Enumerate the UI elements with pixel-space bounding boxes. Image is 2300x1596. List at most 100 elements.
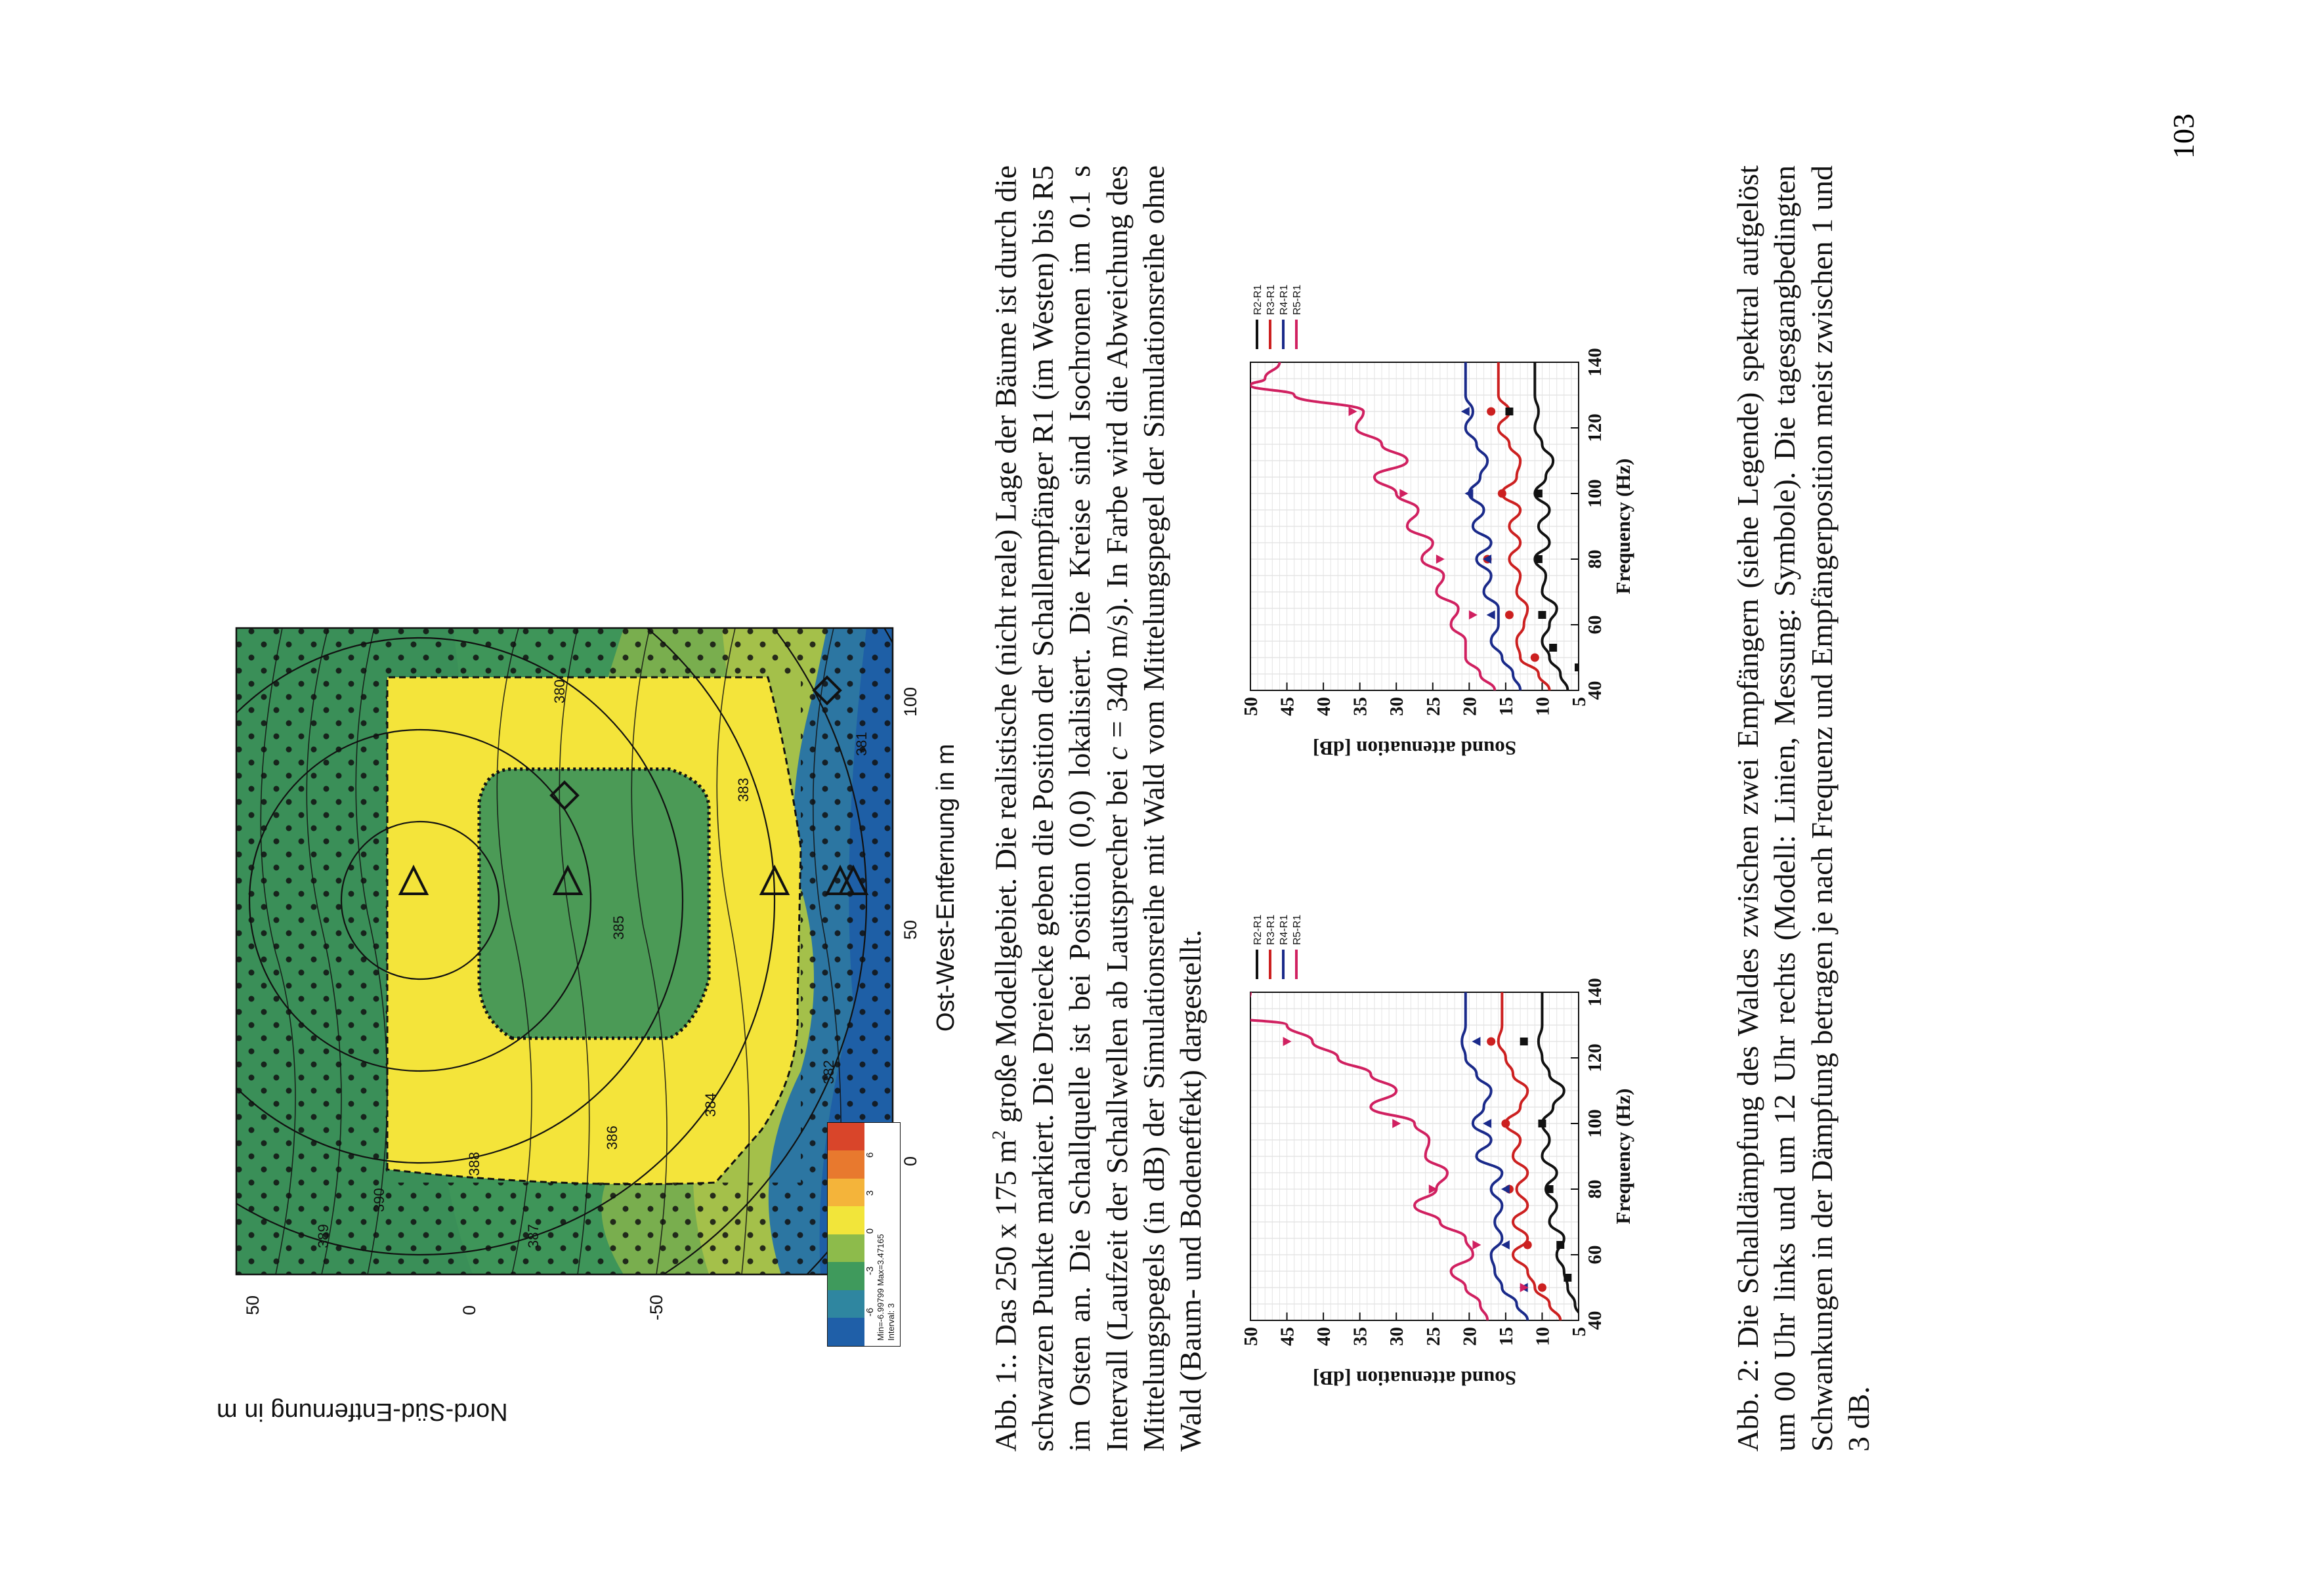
map-x-tick: 100 xyxy=(901,686,920,717)
legend-label: R5-R1 xyxy=(1292,285,1303,315)
y-tick-label: 25 xyxy=(1423,697,1444,716)
measured-square xyxy=(1520,1038,1528,1045)
measured-circle xyxy=(1501,1119,1510,1128)
colorbar-box: -6 -3 0 3 6 Min=-6.99799 Max=3.47165 Int… xyxy=(827,1122,901,1347)
caption1-prefix: Abb. 1:. Das 250 x 175 m xyxy=(989,1139,1023,1452)
x-tick-label: 120 xyxy=(1585,1043,1606,1072)
measured-square xyxy=(1564,1274,1572,1282)
map-x-tick: 0 xyxy=(901,1156,920,1166)
colorbar-tick: 3 xyxy=(864,1190,876,1196)
caption2-text: Abb. 2: Die Schalldämpfung des Waldes zw… xyxy=(1731,165,1876,1452)
x-axis-label: Frequency (Hz) xyxy=(1611,1089,1634,1225)
y-tick-label: 40 xyxy=(1313,697,1334,716)
measured-triangle-down xyxy=(1520,1283,1529,1292)
measured-circle xyxy=(1530,653,1539,662)
x-axis-label: Frequency (Hz) xyxy=(1611,459,1634,595)
y-tick-label: 40 xyxy=(1313,1327,1334,1346)
legend: R2-R1 R3-R1 R4-R1 R5-R1 xyxy=(1252,915,1303,979)
contour-label: 382 xyxy=(820,1060,837,1084)
series-group xyxy=(1250,992,1579,1320)
y-tick-label: 50 xyxy=(1241,697,1262,716)
model-area-map: 390 388 386 384 382 385 383 381 380 387 … xyxy=(171,585,1103,1347)
x-tick-label: 80 xyxy=(1585,1180,1606,1199)
caption1-superscript: 2 xyxy=(989,1130,1010,1140)
colorbar-swatch xyxy=(828,1290,864,1318)
measured-square xyxy=(1575,663,1579,671)
contour-lines xyxy=(260,628,842,1274)
measured-triangle-down xyxy=(1472,1240,1481,1250)
colorbar-swatch xyxy=(828,1234,864,1263)
measured-square xyxy=(1556,1241,1565,1249)
measured-circle xyxy=(1504,610,1514,620)
map-y-tick: 50 xyxy=(243,1295,263,1315)
measured-triangle xyxy=(1483,555,1492,564)
measured-triangle-down xyxy=(1283,1037,1292,1046)
colorbar-tick: -6 xyxy=(864,1307,876,1317)
y-tick-label: 5 xyxy=(1569,697,1590,707)
measured-triangle xyxy=(1486,610,1495,620)
colorbar-tick: 0 xyxy=(864,1228,876,1234)
contour-label: 384 xyxy=(702,1093,719,1117)
contour-label-group: 390 388 386 384 382 385 383 381 380 387 … xyxy=(315,679,870,1248)
measured-square xyxy=(1545,1185,1554,1193)
x-tick-label: 100 xyxy=(1585,1109,1606,1138)
map-y-tick: -50 xyxy=(647,1294,666,1320)
colorbar-tick: 6 xyxy=(864,1152,876,1158)
contour-label: 385 xyxy=(610,915,627,940)
measured-square xyxy=(1538,611,1546,619)
map-y-tick: 0 xyxy=(459,1305,479,1315)
legend-label: R2-R1 xyxy=(1252,285,1264,315)
colorbar-swatch xyxy=(828,1318,864,1346)
measured-triangle-down xyxy=(1392,1119,1401,1128)
y-tick-label: 45 xyxy=(1277,1327,1298,1346)
measured-circle xyxy=(1487,1037,1496,1046)
y-axis-label: Sound attenuation [dB] xyxy=(1313,737,1516,760)
y-tick-label: 15 xyxy=(1496,1327,1517,1346)
legend-label: R5-R1 xyxy=(1292,915,1303,945)
legend-label: R3-R1 xyxy=(1266,285,1277,315)
x-tick-label: 80 xyxy=(1585,550,1606,569)
x-tick-label: 140 xyxy=(1585,978,1606,1007)
series-line-r5-r1 xyxy=(1250,362,1497,690)
measured-circle xyxy=(1487,407,1496,416)
attenuation-chart-00h: 40 60 80 100 120 140 5 10 15 20 25 30 35 40 45 50 Freque… xyxy=(1241,915,1634,1390)
measured-triangle xyxy=(1501,1185,1510,1194)
legend-label: R2-R1 xyxy=(1252,915,1264,945)
isochrone-circles xyxy=(236,628,893,1274)
series-line-r3-r1 xyxy=(1497,362,1551,690)
legend-label: R4-R1 xyxy=(1279,915,1290,945)
y-tick-label: 50 xyxy=(1241,1327,1262,1346)
measured-square xyxy=(1505,408,1514,415)
measured-triangle-down xyxy=(1468,610,1478,620)
measured-triangle xyxy=(1501,1240,1510,1250)
x-tick-label: 140 xyxy=(1585,348,1606,377)
y-tick-label: 20 xyxy=(1459,1327,1480,1346)
map-figure: 390 388 386 384 382 385 383 381 380 387 … xyxy=(235,627,894,1276)
legend-label: R4-R1 xyxy=(1279,285,1290,315)
measured-triangle-down xyxy=(1428,1185,1438,1194)
y-tick-label: 30 xyxy=(1386,697,1407,716)
series-group xyxy=(1250,362,1579,690)
x-tick-label: 100 xyxy=(1585,479,1606,508)
x-tick-label: 40 xyxy=(1585,681,1606,700)
measured-triangle-down xyxy=(1399,489,1409,498)
series-line-r2-r1 xyxy=(1537,992,1579,1320)
contour-label: 389 xyxy=(315,1224,331,1248)
x-tick-label: 120 xyxy=(1585,413,1606,442)
map-x-tick: 50 xyxy=(901,919,920,940)
y-tick-label: 25 xyxy=(1423,1327,1444,1346)
y-tick-label: 35 xyxy=(1350,1327,1371,1346)
series-line-r3-r1 xyxy=(1497,992,1562,1320)
contour-label: 387 xyxy=(525,1224,542,1248)
plot-frame xyxy=(1250,362,1579,691)
page-number: 103 xyxy=(2167,114,2200,159)
measured-square xyxy=(1534,555,1543,563)
measured-square xyxy=(1534,490,1543,497)
y-tick-label: 20 xyxy=(1459,697,1480,716)
measured-circle xyxy=(1523,1240,1532,1250)
measured-triangle-down xyxy=(1348,407,1357,416)
measured-circle xyxy=(1537,1283,1546,1292)
colorbar-swatches xyxy=(828,1123,864,1346)
colorbar-info: Min=-6.99799 Max=3.47165 Interval: 3 xyxy=(876,1123,897,1346)
measured-triangle xyxy=(1472,1037,1481,1046)
